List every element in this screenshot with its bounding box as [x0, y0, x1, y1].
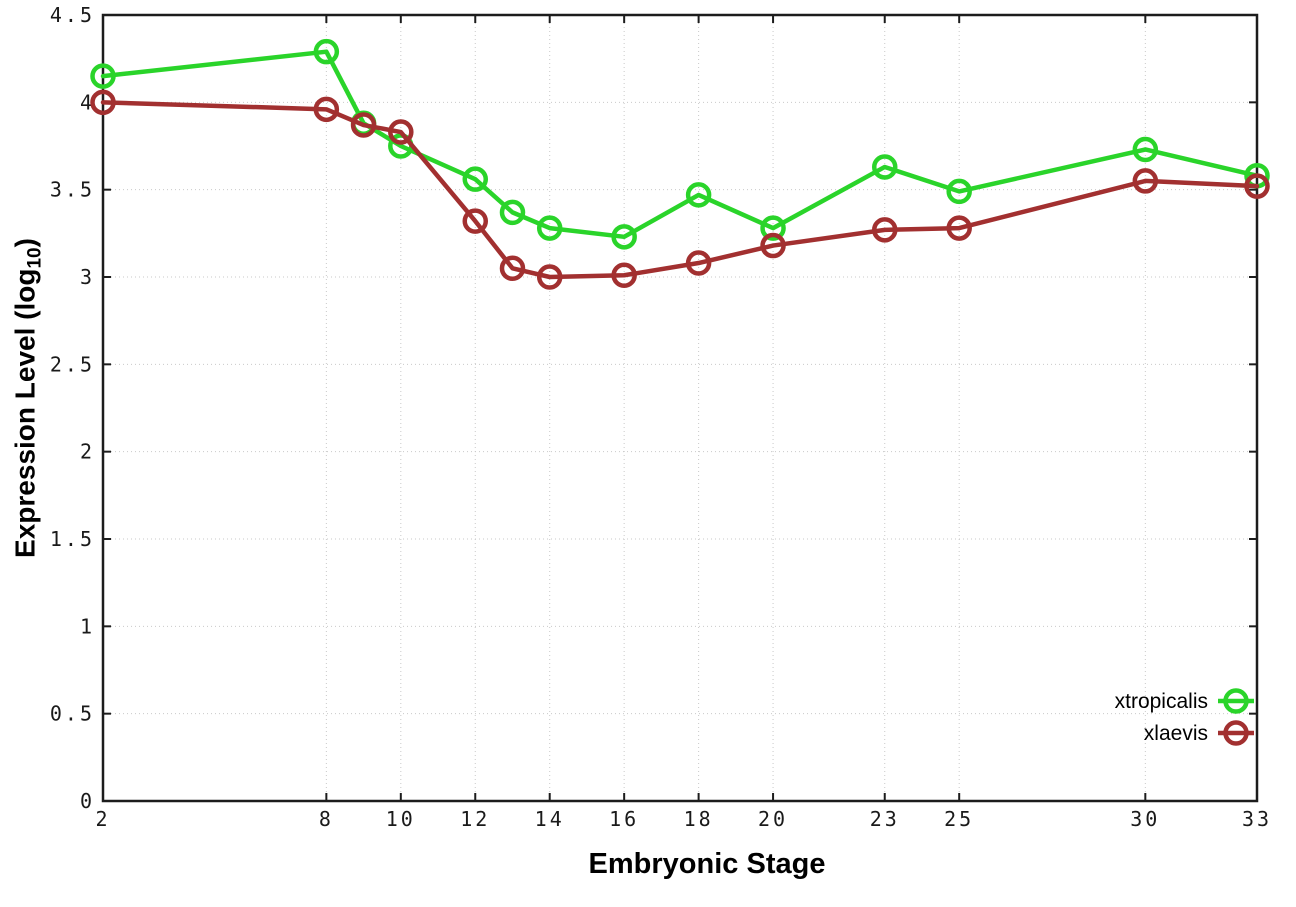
y-tick-label: 1.5 [50, 527, 95, 551]
data-point [760, 215, 786, 241]
data-point [388, 119, 414, 145]
data-point [499, 255, 526, 282]
data-point [1244, 173, 1270, 199]
legend-label: xtropicalis [1115, 690, 1208, 713]
legend-marker [1223, 720, 1249, 746]
series-line [100, 49, 1260, 240]
x-tick-label: 8 [319, 807, 334, 831]
legend: xtropicalis xlaevis [1115, 688, 1254, 746]
y-tick-label: 0 [80, 789, 95, 813]
x-tick-label: 2 [95, 807, 110, 831]
data-point [685, 250, 712, 276]
data-point [536, 215, 563, 241]
y-tick-label: 2.5 [50, 352, 95, 376]
tick-marks [102, 14, 1258, 802]
data-point [946, 215, 972, 241]
data-point [536, 264, 563, 290]
gridlines [102, 14, 1258, 802]
y-axis-title-subscript: 10 [24, 247, 46, 269]
data-point [462, 166, 489, 192]
y-tick-label: 0.5 [50, 702, 95, 726]
y-tick-label: 4.5 [50, 3, 95, 27]
data-point [90, 89, 116, 116]
x-tick-label: 33 [1242, 807, 1272, 831]
x-tick-label: 23 [870, 807, 900, 831]
series-xtropicalis [90, 38, 1270, 250]
y-tick-label: 1 [80, 614, 95, 638]
legend-entry-xlaevis: xlaevis [1144, 720, 1254, 746]
data-point [611, 262, 637, 289]
y-axis-title-close: ) [9, 238, 41, 248]
legend-entry-xtropicalis: xtropicalis [1115, 688, 1254, 714]
data-point [871, 217, 898, 243]
plot-border [101, 13, 1259, 803]
data-point [1132, 136, 1159, 163]
x-tick-labels: 2 8 10 12 14 16 18 20 23 25 30 33 [95, 807, 1272, 831]
x-axis-title: Embryonic Stage [588, 848, 826, 880]
x-tick-label: 25 [944, 807, 974, 831]
data-point [499, 199, 526, 226]
x-tick-label: 12 [460, 807, 490, 831]
x-tick-label: 30 [1130, 807, 1160, 831]
x-tick-label: 16 [609, 807, 639, 831]
y-tick-label: 3 [80, 265, 95, 289]
data-point [1132, 168, 1159, 194]
x-tick-label: 20 [758, 807, 788, 831]
y-tick-label: 3.5 [50, 178, 95, 202]
y-axis-title-text: Expression Level (log [9, 268, 41, 558]
y-tick-label: 2 [80, 440, 95, 464]
legend-label: xlaevis [1144, 722, 1208, 745]
series-xlaevis [90, 89, 1270, 290]
data-point [90, 63, 116, 89]
y-axis-title: Expression Level (log10) [10, 238, 47, 558]
x-tick-label: 14 [535, 807, 565, 831]
x-tick-label: 10 [386, 807, 416, 831]
legend-marker [1223, 688, 1249, 714]
data-point [946, 178, 972, 205]
data-point [462, 208, 489, 234]
data-point [871, 154, 898, 180]
x-tick-label: 18 [684, 807, 714, 831]
data-point [685, 182, 712, 208]
data-point [313, 38, 340, 65]
data-point [350, 112, 377, 138]
y-tick-label: 4 [80, 90, 95, 114]
data-point [313, 96, 340, 123]
data-point [611, 224, 637, 250]
y-tick-labels: 0 0.5 1 1.5 2 2.5 3 3.5 4 4.5 [50, 3, 95, 813]
data-point [760, 232, 786, 259]
